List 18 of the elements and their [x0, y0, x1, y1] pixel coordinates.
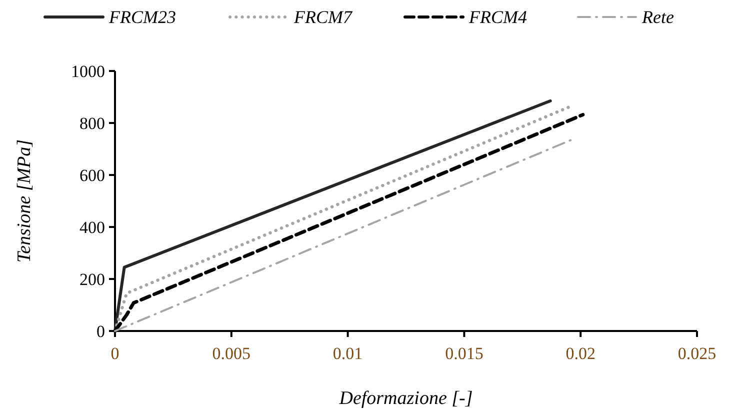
x-tick-label: 0 — [110, 344, 120, 363]
y-tick-label: 1000 — [71, 62, 105, 81]
legend-label: Rete — [641, 7, 674, 27]
y-tick-label: 800 — [80, 114, 105, 133]
legend-label: FRCM4 — [468, 7, 527, 27]
y-tick-label: 200 — [80, 270, 105, 289]
x-tick-label: 0.02 — [566, 344, 596, 363]
legend-label: FRCM7 — [293, 7, 353, 27]
x-tick-label: 0.025 — [678, 344, 716, 363]
y-tick-label: 600 — [80, 166, 105, 185]
x-tick-label: 0.015 — [445, 344, 484, 363]
y-tick-label: 400 — [80, 218, 105, 237]
y-tick-label: 0 — [96, 322, 105, 341]
x-tick-label: 0.005 — [212, 344, 251, 363]
legend-label: FRCM23 — [108, 7, 176, 27]
x-axis-title: Deformazione [-] — [338, 388, 473, 409]
x-tick-label: 0.01 — [332, 344, 363, 363]
y-axis-title: Tensione [MPa] — [14, 139, 35, 263]
